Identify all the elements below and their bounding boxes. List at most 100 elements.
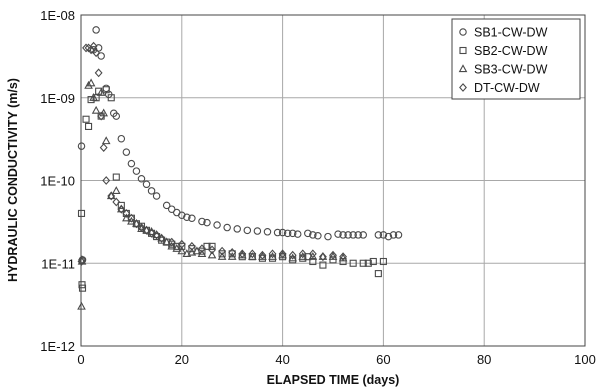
data-point: [84, 80, 93, 89]
data-point: [152, 230, 161, 240]
data-point: [167, 205, 176, 213]
data-point: [177, 246, 187, 255]
x-tick-label: 100: [574, 352, 596, 367]
data-point: [384, 232, 393, 241]
data-point: [374, 270, 382, 278]
data-point: [183, 213, 191, 221]
y-tick-label: 1E-09: [40, 91, 75, 106]
legend-label: SB3-CW-DW: [474, 63, 548, 77]
data-point: [102, 176, 111, 185]
data-point: [339, 257, 347, 266]
y-axis-tick-labels: 1E-12 1E-11 1E-10 1E-09 1E-08: [40, 8, 75, 354]
data-point: [314, 231, 322, 240]
legend-label: DT-CW-DW: [474, 81, 540, 95]
data-points: [77, 26, 403, 310]
data-point: [248, 249, 257, 259]
data-point: [77, 142, 86, 150]
data-point: [374, 231, 383, 239]
data-point: [318, 252, 327, 262]
data-point: [147, 187, 156, 195]
data-point: [117, 201, 125, 209]
data-point: [217, 251, 227, 260]
data-point: [82, 43, 90, 53]
data-point: [339, 231, 347, 239]
data-point: [288, 250, 297, 260]
data-point: [389, 231, 398, 239]
data-point: [127, 216, 136, 225]
data-point: [82, 115, 90, 123]
data-point: [203, 218, 211, 227]
data-point: [107, 94, 115, 102]
data-point: [152, 230, 161, 239]
data-point: [132, 219, 141, 227]
y-tick-label: 1E-12: [40, 339, 75, 354]
legend-marker: [459, 83, 467, 92]
data-point: [304, 229, 312, 238]
data-point: [309, 257, 317, 266]
data-point: [293, 230, 302, 238]
data-point: [112, 112, 121, 120]
data-point: [137, 223, 146, 232]
data-point: [339, 252, 348, 262]
data-point: [238, 249, 247, 259]
data-point: [197, 249, 207, 257]
data-point: [122, 209, 131, 218]
data-point: [334, 230, 342, 238]
data-point: [354, 231, 362, 239]
data-point: [78, 284, 87, 292]
data-point: [127, 159, 136, 168]
data-point: [157, 233, 166, 243]
data-point: [283, 229, 292, 238]
data-point: [137, 174, 146, 183]
data-point: [167, 237, 176, 247]
data-point: [227, 251, 237, 260]
data-point: [208, 242, 216, 250]
data-point: [218, 250, 226, 258]
data-point: [278, 249, 287, 259]
data-point: [182, 249, 192, 257]
data-point: [117, 204, 126, 214]
data-point: [258, 250, 267, 260]
data-point: [89, 41, 98, 51]
x-tick-label: 20: [175, 352, 189, 367]
data-point: [344, 231, 352, 239]
data-point: [152, 192, 161, 200]
data-point: [349, 231, 357, 239]
data-point: [142, 180, 151, 189]
data-point: [112, 197, 121, 207]
legend: SB1-CW-DW SB2-CW-DW SB3-CW-DW DT-CW-DW: [451, 18, 581, 100]
x-tick-label: 40: [275, 352, 289, 367]
data-point: [86, 78, 96, 87]
data-point: [96, 87, 106, 96]
data-point: [85, 122, 93, 130]
data-point: [233, 225, 241, 233]
data-point: [188, 245, 196, 253]
data-point: [203, 242, 211, 250]
series-dt-cw-dw: [77, 41, 348, 266]
x-tick-label: 60: [376, 352, 390, 367]
data-point: [208, 245, 216, 255]
data-point: [101, 136, 111, 145]
data-point: [369, 257, 377, 266]
data-point: [263, 228, 272, 236]
data-point: [278, 228, 287, 237]
data-point: [94, 68, 103, 78]
x-axis-title: ELAPSED TIME (days): [267, 373, 400, 387]
data-point: [253, 227, 262, 235]
data-point: [318, 251, 328, 260]
data-point: [198, 244, 206, 254]
data-point: [106, 191, 116, 200]
data-point: [162, 201, 171, 210]
data-point: [117, 134, 126, 143]
data-point: [192, 246, 202, 255]
data-point: [92, 26, 100, 34]
data-point: [188, 214, 196, 222]
data-point: [142, 225, 151, 234]
data-point: [178, 242, 186, 250]
y-tick-label: 1E-11: [41, 256, 75, 271]
data-point: [132, 219, 141, 229]
legend-marker: [459, 28, 467, 36]
data-point: [309, 231, 317, 239]
data-point: [132, 167, 141, 175]
data-point: [228, 248, 237, 257]
